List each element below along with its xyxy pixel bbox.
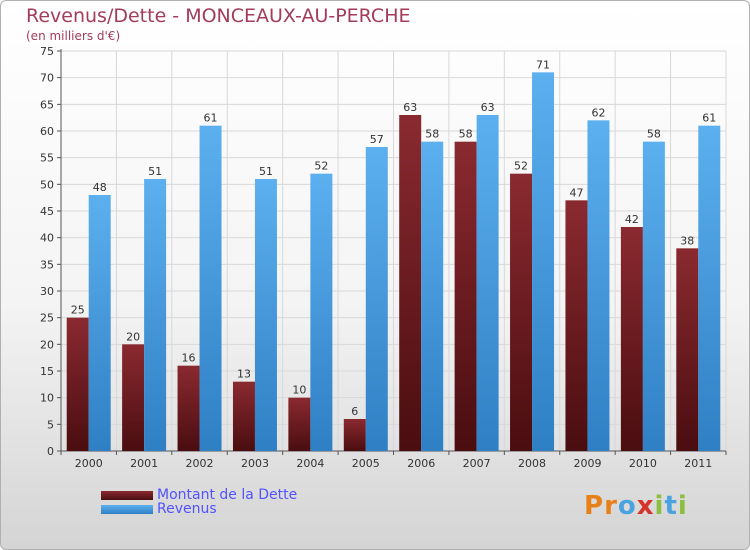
legend-swatch-debt <box>101 490 153 500</box>
logo-letter: i <box>677 491 688 521</box>
bar-revenue-2004 <box>310 173 333 451</box>
legend-label-revenue: Revenus <box>157 501 217 517</box>
value-label-bar-revenue-2002: 61 <box>204 112 218 125</box>
value-label-bar-debt-2001: 20 <box>126 330 140 343</box>
x-tick-label-2011: 2011 <box>684 457 712 470</box>
bar-revenue-2000 <box>88 195 111 451</box>
x-tick-label-2009: 2009 <box>573 457 601 470</box>
legend-item-debt: Montant de la Dette <box>101 487 298 503</box>
x-tick-label-2001: 2001 <box>130 457 158 470</box>
x-tick-label-2002: 2002 <box>186 457 214 470</box>
y-tick-label: 10 <box>40 392 54 405</box>
y-tick-label: 5 <box>47 418 54 431</box>
value-label-bar-revenue-2000: 48 <box>93 181 107 194</box>
y-tick-label: 25 <box>40 312 54 325</box>
value-label-bar-revenue-2011: 61 <box>702 112 716 125</box>
grid-lines <box>61 50 727 451</box>
value-label-bar-debt-2003: 13 <box>237 368 251 381</box>
bar-revenue-2007 <box>476 115 499 451</box>
value-label-bar-debt-2004: 10 <box>292 384 306 397</box>
value-label-bar-revenue-2006: 58 <box>425 128 439 141</box>
logo-letter: r <box>604 491 618 521</box>
value-label-bar-revenue-2009: 62 <box>591 106 605 119</box>
y-tick-label: 65 <box>40 98 54 111</box>
value-label-bar-debt-2009: 47 <box>569 186 583 199</box>
y-tick-label: 55 <box>40 152 54 165</box>
chart-title: Revenus/Dette - MONCEAUX-AU-PERCHE <box>26 5 411 27</box>
y-tick-label: 75 <box>40 45 54 58</box>
bar-debt-2003 <box>232 381 255 451</box>
value-label-bar-revenue-2008: 71 <box>536 58 550 71</box>
bar-revenue-2011 <box>698 125 721 452</box>
value-label-bar-debt-2010: 42 <box>625 213 639 226</box>
value-label-bar-revenue-2007: 63 <box>481 101 495 114</box>
value-label-bar-revenue-2005: 57 <box>370 133 384 146</box>
bar-debt-2008 <box>510 173 533 451</box>
logo-letter: t <box>664 491 678 521</box>
bar-debt-2007 <box>454 141 477 451</box>
logo-letter: x <box>636 491 655 521</box>
value-label-bar-revenue-2003: 51 <box>259 165 273 178</box>
x-tick-label-2010: 2010 <box>629 457 657 470</box>
logo-letter: i <box>654 491 665 521</box>
bar-debt-2002 <box>177 365 200 451</box>
bar-revenue-2006 <box>421 141 444 451</box>
value-label-bar-revenue-2004: 52 <box>314 160 328 173</box>
x-tick-label-2004: 2004 <box>296 457 324 470</box>
bar-debt-2009 <box>565 200 588 451</box>
y-tick-label: 40 <box>40 232 54 245</box>
value-label-bar-revenue-2001: 51 <box>148 165 162 178</box>
x-tick-label-2007: 2007 <box>463 457 491 470</box>
value-label-bar-debt-2006: 63 <box>403 101 417 114</box>
bar-debt-2011 <box>676 248 699 451</box>
logo-letter: o <box>617 491 637 521</box>
chart-subtitle: (en milliers d'€) <box>26 29 121 43</box>
bar-revenue-2002 <box>199 125 222 452</box>
y-tick-label: 20 <box>40 338 54 351</box>
y-tick-label: 70 <box>40 72 54 85</box>
bar-revenue-2010 <box>642 141 665 451</box>
bar-revenue-2005 <box>365 147 388 451</box>
y-tick-label: 60 <box>40 125 54 138</box>
legend-swatch-revenue <box>101 504 153 514</box>
bar-revenue-2009 <box>587 120 610 451</box>
proxiti-logo: Proxiti <box>584 491 688 521</box>
x-tick-label-2006: 2006 <box>407 457 435 470</box>
axes: 0 5 10 15 20 25 30 35 40 45 50 55 60 65 70 75 2000 2001 20… <box>40 45 727 470</box>
x-tick-label-2005: 2005 <box>352 457 380 470</box>
logo-letter: P <box>584 491 605 521</box>
x-tick-label-2008: 2008 <box>518 457 546 470</box>
y-tick-label: 50 <box>40 178 54 191</box>
y-tick-label: 30 <box>40 285 54 298</box>
value-label-bar-debt-2002: 16 <box>182 352 196 365</box>
bar-debt-2005 <box>343 419 366 451</box>
bar-debt-2010 <box>620 227 643 451</box>
bars <box>66 72 721 452</box>
legend-label-debt: Montant de la Dette <box>157 487 298 503</box>
bar-revenue-2003 <box>254 179 277 451</box>
bar-debt-2000 <box>66 317 89 451</box>
bar-debt-2001 <box>122 344 145 451</box>
bar-revenue-2008 <box>532 72 555 451</box>
x-tick-label-2000: 2000 <box>75 457 103 470</box>
legend-item-revenue: Revenus <box>101 501 217 517</box>
y-tick-label: 15 <box>40 365 54 378</box>
value-label-bar-debt-2011: 38 <box>680 234 694 247</box>
bar-debt-2006 <box>399 115 422 451</box>
bar-debt-2004 <box>288 397 311 451</box>
value-labels: 25 48 20 51 16 61 13 51 10 52 6 57 63 58 58 63 52 71 47 62 4… <box>71 58 717 418</box>
y-tick-label: 45 <box>40 205 54 218</box>
value-label-bar-debt-2000: 25 <box>71 304 85 317</box>
y-tick-label: 0 <box>47 445 54 458</box>
y-tick-label: 35 <box>40 258 54 271</box>
value-label-bar-debt-2007: 58 <box>459 128 473 141</box>
x-tick-label-2003: 2003 <box>241 457 269 470</box>
value-label-bar-debt-2005: 6 <box>351 405 358 418</box>
value-label-bar-debt-2008: 52 <box>514 160 528 173</box>
value-label-bar-revenue-2010: 58 <box>647 128 661 141</box>
bar-revenue-2001 <box>144 179 167 451</box>
